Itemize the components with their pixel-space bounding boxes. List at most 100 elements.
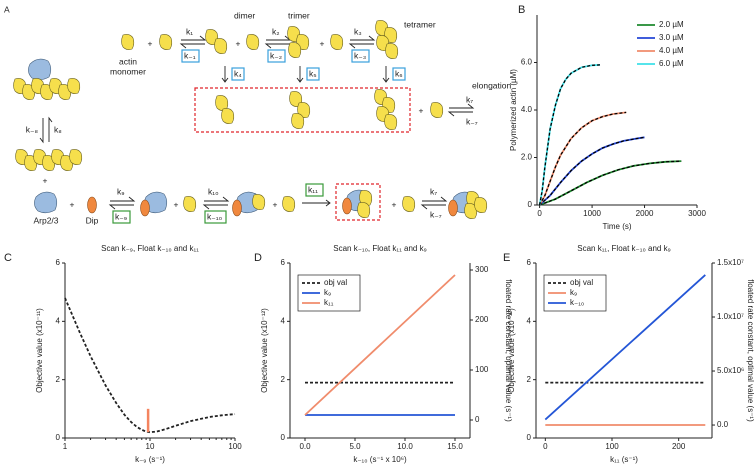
x-tick-label: 5.0 — [349, 442, 361, 451]
tetramer — [385, 43, 399, 59]
actin-monomer — [252, 194, 266, 210]
actin-monomer — [430, 102, 444, 118]
y-tick-label: 4 — [527, 316, 532, 325]
filament — [67, 78, 81, 94]
x-tick-label: 200 — [672, 442, 686, 451]
arrow — [203, 196, 229, 210]
y-tick-label: 4.0 — [521, 105, 533, 114]
y2-tick-label: 100 — [475, 365, 489, 374]
legend-label: k₋₁₀ — [570, 298, 584, 307]
x-tick-label: 1 — [63, 442, 68, 451]
rate: k₃ — [354, 26, 362, 36]
trimer — [291, 113, 305, 129]
label: tetramer — [404, 19, 436, 29]
chart: C Scan k₋₉, Float k₋₁₀ and k₁₁ 0 2 4 6 1 10 100 k… — [4, 244, 242, 464]
box — [392, 67, 406, 81]
box — [112, 210, 131, 224]
y2-tick-label: 300 — [475, 265, 489, 274]
rate: k₋₇ — [430, 209, 442, 219]
rate: k₈ — [54, 124, 62, 134]
chart: B 0 2.0 4.0 6.0 0 1000 2000 3000 Time (s) Polymeri… — [509, 4, 706, 231]
plus: + — [320, 38, 325, 48]
y-axis-label: Polymerized actin (µM) — [509, 69, 518, 151]
box — [204, 210, 227, 224]
arp23 — [28, 58, 52, 81]
plus: + — [174, 199, 179, 209]
y-tick-label: 0 — [56, 433, 61, 442]
y-axis-label: Objective value (x10⁻¹¹) — [35, 308, 44, 393]
x-tick-label: 3000 — [688, 209, 706, 218]
rate: k₋₈ — [26, 124, 39, 134]
panel-label: C — [4, 252, 12, 264]
y-tick-label: 4 — [56, 316, 61, 325]
panel-label: B — [518, 4, 525, 16]
series-line — [538, 136, 645, 206]
panel-label: A — [4, 4, 10, 14]
legend-label: 6.0 µM — [659, 59, 684, 68]
actin-monomer — [330, 34, 344, 50]
arrow — [296, 65, 304, 83]
rate: k₆ — [395, 68, 403, 78]
x-tick-label: 10 — [146, 442, 155, 451]
arrow — [109, 196, 135, 210]
actin-monomer — [121, 34, 135, 50]
series-line — [539, 160, 682, 206]
series-line — [539, 111, 627, 206]
rate: k₅ — [309, 68, 317, 78]
y-axis-label: Objective value (x10⁻¹²) — [507, 308, 516, 393]
actin-monomer — [402, 196, 416, 212]
rate: k₁₀ — [208, 186, 219, 196]
plus: + — [419, 105, 424, 115]
y-axis-label: Objective value (x10⁻¹²) — [260, 308, 269, 393]
label: monomer — [110, 66, 146, 76]
x-tick-label: 2000 — [636, 209, 654, 218]
trimer — [288, 42, 302, 58]
y-tick-label: 0 — [527, 433, 532, 442]
plus: + — [43, 175, 48, 185]
rate: k₉ — [117, 186, 125, 196]
rate: k₋₁₀ — [207, 211, 223, 221]
box — [231, 67, 245, 81]
plus: + — [70, 199, 75, 209]
y2-tick-label: 0.0 — [717, 420, 729, 429]
rate: k₁ — [186, 26, 193, 36]
y-tick-label: 2 — [281, 375, 286, 384]
x-tick-label: 0 — [543, 442, 548, 451]
y-tick-label: 6 — [56, 258, 61, 267]
arrow — [39, 116, 53, 144]
box — [351, 49, 370, 63]
y2-tick-label: 1.0x10⁷ — [717, 312, 744, 321]
x-tick-label: 100 — [605, 442, 619, 451]
arrow — [421, 196, 447, 210]
actin-monomer — [183, 196, 197, 212]
nucleus-box — [194, 87, 411, 133]
box — [267, 49, 286, 63]
filament — [69, 149, 83, 165]
dip — [87, 196, 97, 214]
label: Dip — [86, 215, 99, 225]
x-axis-label: k₋₁₀ (s⁻¹ x 10⁶) — [353, 455, 407, 464]
legend-label: k₉ — [570, 288, 577, 297]
x-axis-label: k₋₉ (s⁻¹) — [135, 455, 165, 464]
y2-axis-label: floated rate constant, optimal value (s⁻… — [746, 279, 755, 422]
x-tick-label: 15.0 — [447, 442, 463, 451]
legend-label: k₉ — [324, 288, 331, 297]
panel-label: D — [254, 252, 262, 264]
chart-title: Scan k₋₉, Float k₋₁₀ and k₁₁ — [101, 244, 199, 253]
nucleus-box — [335, 183, 381, 221]
actin-monomer — [159, 34, 173, 50]
rate: k₋₂ — [270, 50, 282, 60]
x-tick-label: 10.0 — [397, 442, 413, 451]
y2-tick-label: 5.0x10⁶ — [717, 366, 744, 375]
x-tick-label: 0.0 — [299, 442, 311, 451]
rate: k₋₉ — [115, 211, 127, 221]
arrow — [265, 35, 291, 49]
label: elongation — [472, 80, 512, 90]
rate: k₁₁ — [308, 184, 318, 194]
panel-label: E — [503, 252, 510, 264]
arrow — [382, 65, 390, 83]
x-tick-label: 1000 — [583, 209, 601, 218]
plus: + — [392, 199, 397, 209]
y-tick-label: 0 — [528, 200, 533, 209]
